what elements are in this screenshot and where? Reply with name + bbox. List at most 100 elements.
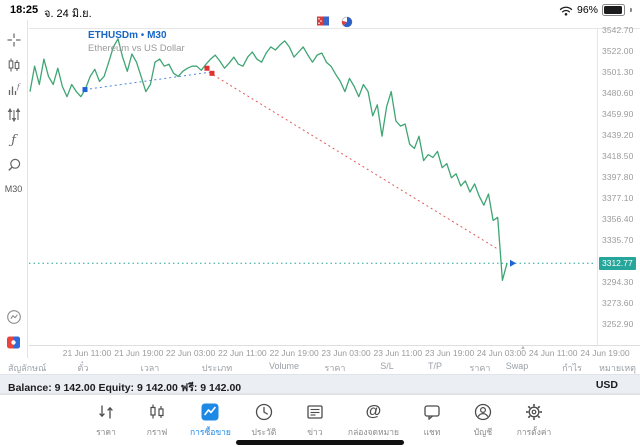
nav-item-accounts[interactable]: บัญชี xyxy=(465,402,501,447)
column-header: ประเภท xyxy=(201,363,233,373)
functions-icon: ƒ xyxy=(11,132,16,148)
nav-label: แชท xyxy=(423,427,441,437)
home-indicator[interactable] xyxy=(236,440,404,445)
price-tick: 3356.40 xyxy=(602,214,634,224)
nav-item-news[interactable]: ข่าว xyxy=(297,402,333,447)
price-tick: 3335.70 xyxy=(602,235,634,245)
price-chart xyxy=(29,38,595,281)
column-header: S/L xyxy=(380,361,394,371)
time-tick: 23 Jun 19:00 xyxy=(425,348,475,358)
nav-item-chat[interactable]: แชท xyxy=(414,402,450,447)
column-header: เวลา xyxy=(140,363,160,373)
price-tick: 3377.10 xyxy=(602,193,634,203)
trade-icon xyxy=(201,403,219,421)
column-header: T/P xyxy=(427,361,443,371)
nav-item-mailbox[interactable]: @ กล่องจดหมาย xyxy=(348,402,399,447)
quotes-arrows-icon xyxy=(99,405,113,419)
chat-bubble-icon xyxy=(424,405,440,420)
calendar-button[interactable] xyxy=(5,334,23,350)
time-tick: 23 Jun 03:00 xyxy=(321,348,371,358)
indicators-icon: f xyxy=(8,83,21,95)
price-tick: 3294.30 xyxy=(602,277,634,287)
deposit-currency: USD xyxy=(595,379,618,391)
crosshair-button[interactable] xyxy=(5,32,23,48)
nav-label: ราคา xyxy=(96,427,116,437)
svg-text:f: f xyxy=(16,83,21,91)
nav-label: ข่าว xyxy=(307,427,323,437)
time-tick: 21 Jun 11:00 xyxy=(62,348,112,358)
nav-item-settings[interactable]: การตั้งค่า xyxy=(516,402,552,447)
time-tick: 24 Jun 11:00 xyxy=(528,348,578,358)
bottom-nav: ราคา กราฟ การซื้อขาย ประวัติ xyxy=(0,394,640,447)
nav-label: กราฟ xyxy=(146,427,168,437)
chart-panel-border xyxy=(29,28,640,29)
chart-type-button[interactable] xyxy=(5,57,23,73)
symbol-separator: • xyxy=(140,30,145,41)
status-date: จ. 24 มิ.ย. xyxy=(44,8,92,20)
nav-label: ประวัติ xyxy=(251,427,277,437)
chart-preview-button[interactable] xyxy=(5,309,23,325)
nav-item-history[interactable]: ประวัติ xyxy=(246,402,282,447)
settings-gear-icon xyxy=(526,404,542,420)
column-header: ราคา xyxy=(324,363,346,373)
calendar-badge-icon xyxy=(7,336,20,348)
chart-event-icons xyxy=(317,16,353,28)
column-header: ตั๋ว xyxy=(77,363,89,373)
nav-label: บัญชี xyxy=(473,427,493,437)
trade-levels-button[interactable] xyxy=(5,107,23,123)
indicators-button[interactable]: f xyxy=(5,82,23,98)
chart-shift-marker[interactable]: ▲ xyxy=(520,345,526,351)
price-tick: 3542.70 xyxy=(602,25,634,35)
timeframe-label: M30 xyxy=(147,30,167,41)
symbol-title: ETHUSDm • M30 xyxy=(88,30,185,41)
column-header: Volume xyxy=(268,361,300,371)
mailbox-at-icon: @ xyxy=(365,403,382,420)
news-flag-icon[interactable] xyxy=(317,16,329,26)
price-tick: 3501.30 xyxy=(602,67,634,77)
magnifier-icon xyxy=(7,158,20,171)
price-axis: 3542.70 3522.00 3501.30 3480.60 3459.90 3439.… xyxy=(597,25,640,345)
battery-nub xyxy=(630,8,632,12)
account-person-icon xyxy=(474,403,492,421)
chart-candles-icon xyxy=(150,404,164,419)
nav-item-trade[interactable]: การซื้อขาย xyxy=(190,402,231,447)
price-tick: 3397.80 xyxy=(602,172,634,182)
time-tick: 23 Jun 11:00 xyxy=(373,348,423,358)
price-tick: 3252.90 xyxy=(602,319,634,329)
status-right-cluster: 96% xyxy=(559,3,632,17)
status-time: 18:25 xyxy=(10,4,39,16)
nav-item-quotes[interactable]: ราคา xyxy=(88,402,124,447)
candlestick-icon xyxy=(8,58,19,72)
nav-label: การตั้งค่า xyxy=(516,427,552,437)
chart-canvas[interactable] xyxy=(29,28,596,345)
chart-header: ETHUSDm • M30 Ethereum vs US Dollar xyxy=(88,30,185,54)
chart-line-circle-icon xyxy=(6,310,21,324)
battery-icon xyxy=(602,4,625,16)
news-icon xyxy=(307,405,323,419)
trade-table-header: สัญลักษณ์ ตั๋ว เวลา ประเภท Volume ราคา S/L T/P ร… xyxy=(0,359,640,374)
event-clock-icon[interactable] xyxy=(341,16,353,28)
current-price-badge: 3312.77 xyxy=(599,256,636,270)
column-header: Swap xyxy=(505,361,529,371)
trade-levels-icon xyxy=(7,107,20,123)
price-tick: 3439.20 xyxy=(602,130,634,140)
column-header: กำไร xyxy=(562,363,582,373)
time-tick: 22 Jun 19:00 xyxy=(269,348,319,358)
timeframe-button[interactable]: M30 xyxy=(4,184,23,194)
price-tick: 3480.60 xyxy=(602,88,634,98)
time-tick: 24 Jun 03:00 xyxy=(476,348,526,358)
balance-summary: Balance: 9 142.00 Equity: 9 142.00 ฟรี: … xyxy=(8,382,242,394)
time-tick: 22 Jun 03:00 xyxy=(166,348,216,358)
nav-label: การซื้อขาย xyxy=(189,427,231,437)
price-tick: 3522.00 xyxy=(602,46,634,56)
symbol-name: ETHUSDm xyxy=(88,30,139,41)
functions-button[interactable]: ƒ xyxy=(5,132,23,148)
balance-row: Balance: 9 142.00 Equity: 9 142.00 ฟรี: … xyxy=(0,374,640,394)
magnifier-button[interactable] xyxy=(5,157,23,173)
symbol-description: Ethereum vs US Dollar xyxy=(88,43,185,54)
nav-label: กล่องจดหมาย xyxy=(347,427,399,437)
time-tick: 21 Jun 19:00 xyxy=(114,348,164,358)
status-bar: 18:25 จ. 24 มิ.ย. 96% xyxy=(0,0,640,20)
nav-item-charts[interactable]: กราฟ xyxy=(139,402,175,447)
